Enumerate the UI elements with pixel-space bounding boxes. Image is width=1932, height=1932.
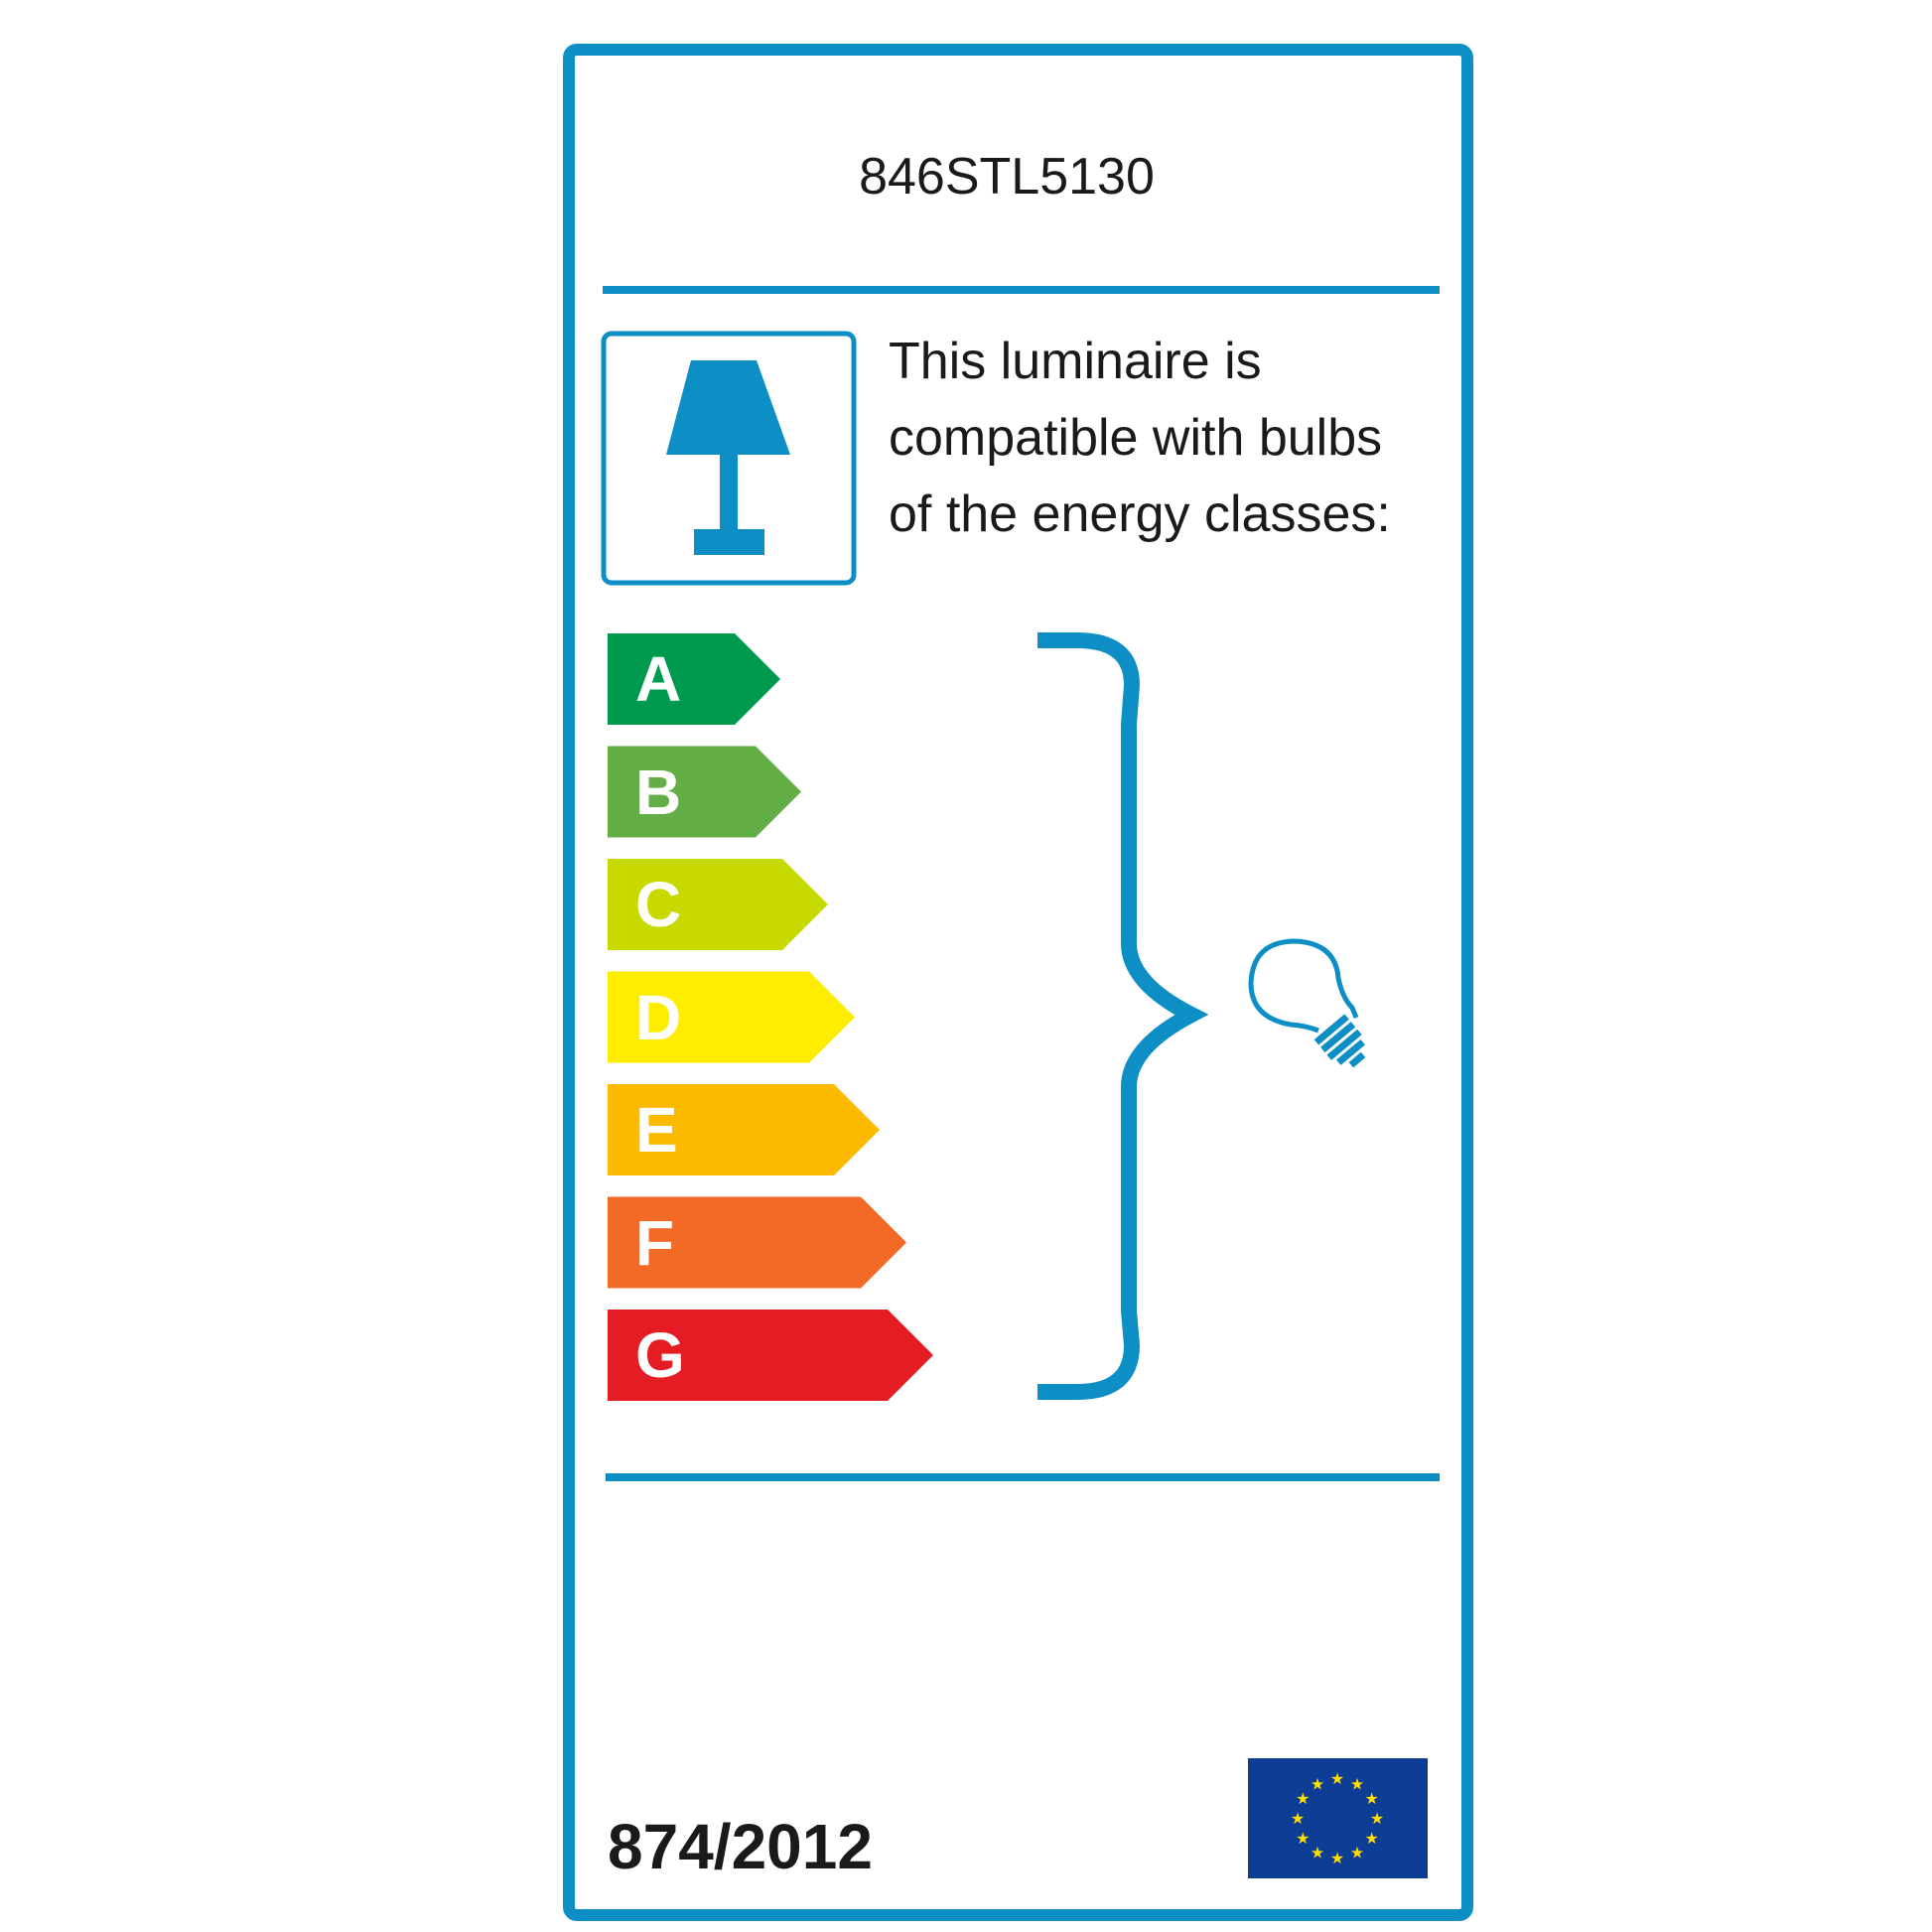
energy-class-bar-a <box>608 633 780 725</box>
eu-star: ★ <box>1296 1829 1310 1848</box>
compatibility-line: This luminaire is <box>889 333 1262 390</box>
curly-brace <box>1037 632 1209 1400</box>
compatibility-text: This luminaire is compatible with bulbs … <box>889 324 1391 553</box>
energy-class-bar-e <box>608 1084 880 1175</box>
energy-class-letter: B <box>635 756 682 828</box>
energy-class-letter: F <box>635 1206 675 1279</box>
eu-star: ★ <box>1311 1774 1324 1793</box>
eu-star: ★ <box>1296 1789 1310 1808</box>
energy-class-letter: G <box>635 1319 685 1391</box>
energy-class-bar-b <box>608 746 801 838</box>
label-border <box>563 44 1473 1921</box>
eu-star: ★ <box>1330 1849 1344 1867</box>
energy-class-letter: D <box>635 981 682 1053</box>
compatibility-line: of the energy classes: <box>889 485 1391 543</box>
model-number: 846STL5130 <box>859 148 1155 206</box>
light-bulb-icon <box>1248 938 1366 1068</box>
eu-star: ★ <box>1311 1844 1324 1863</box>
bottom-divider <box>606 1473 1440 1481</box>
eu-star: ★ <box>1370 1809 1384 1828</box>
regulation-number: 874/2012 <box>608 1811 873 1882</box>
top-divider <box>603 286 1440 294</box>
energy-class-bar-f <box>608 1196 906 1289</box>
eu-star: ★ <box>1364 1829 1378 1848</box>
eu-star: ★ <box>1364 1789 1378 1808</box>
eu-star: ★ <box>1350 1844 1364 1863</box>
eu-flag-icon: ★ ★★★★★★★★★★★ <box>1248 1758 1428 1878</box>
energy-class-bar-d <box>608 971 855 1063</box>
energy-class-letter: C <box>635 869 682 940</box>
eu-star: ★ <box>1291 1809 1305 1828</box>
energy-class-letter: E <box>635 1094 678 1166</box>
eu-star: ★ <box>1330 1769 1344 1788</box>
energy-class-bar-g <box>608 1310 933 1401</box>
table-lamp-icon <box>601 331 857 586</box>
compatibility-line: compatible with bulbs <box>889 409 1383 467</box>
eu-star: ★ <box>1350 1774 1364 1793</box>
energy-class-letter: A <box>635 643 682 715</box>
energy-class-bar-c <box>608 859 828 950</box>
